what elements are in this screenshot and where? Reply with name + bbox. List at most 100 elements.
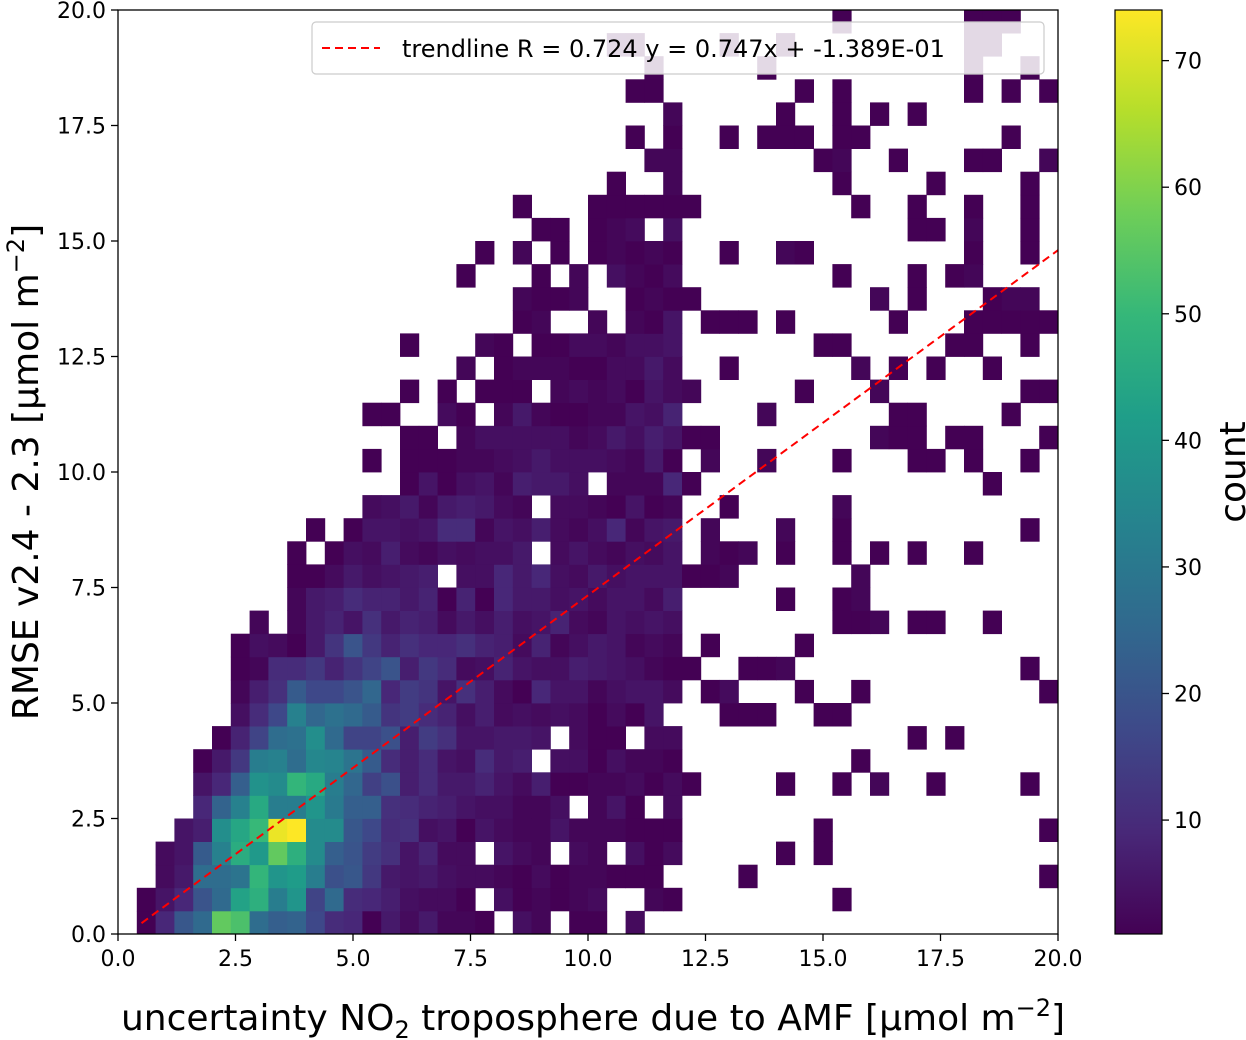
heatmap-cell <box>418 541 438 565</box>
heatmap-cell <box>606 610 626 635</box>
heatmap-cell <box>249 772 269 796</box>
heatmap-cell <box>644 333 664 357</box>
heatmap-cells <box>136 10 1059 935</box>
heatmap-cell <box>456 518 476 542</box>
heatmap-cell <box>794 241 814 265</box>
heatmap-cell <box>212 841 232 866</box>
heatmap-cell <box>418 495 438 519</box>
heatmap-cell <box>606 495 626 519</box>
heatmap-cell <box>494 425 514 450</box>
heatmap-cell <box>494 795 514 819</box>
legend: trendline R = 0.724 y = 0.747x + -1.389E… <box>311 21 1045 75</box>
heatmap-cell <box>494 587 514 611</box>
heatmap-cell <box>663 541 683 565</box>
heatmap-cell <box>738 310 758 334</box>
heatmap-cell <box>475 564 495 588</box>
heatmap-cell <box>193 818 213 842</box>
heatmap-cell <box>569 425 589 450</box>
heatmap-cell <box>644 194 664 219</box>
heatmap-cell <box>719 125 739 149</box>
heatmap-cell <box>813 703 833 727</box>
heatmap-cell <box>550 241 570 265</box>
heatmap-cell <box>418 633 438 658</box>
heatmap-cell <box>531 402 551 427</box>
heatmap-cell <box>475 749 495 773</box>
heatmap-cell <box>907 217 927 242</box>
heatmap-cell <box>776 656 796 681</box>
heatmap-cell <box>512 241 532 265</box>
heatmap-cell <box>588 818 608 842</box>
heatmap-cell <box>531 356 551 380</box>
heatmap-cell <box>569 264 589 288</box>
heatmap-cell <box>644 448 664 473</box>
heatmap-cell <box>437 818 457 842</box>
heatmap-cell <box>249 610 269 635</box>
heatmap-cell <box>400 518 420 542</box>
heatmap-cell <box>625 841 645 866</box>
heatmap-cell <box>625 564 645 588</box>
heatmap-cell <box>569 656 589 681</box>
heatmap-cell <box>663 194 683 219</box>
heatmap-cell <box>306 864 326 889</box>
heatmap-cell <box>550 864 570 889</box>
heatmap-cell <box>306 726 326 750</box>
heatmap-cell <box>569 610 589 635</box>
heatmap-cell <box>512 194 532 219</box>
heatmap-cell <box>738 541 758 565</box>
heatmap-cell <box>494 679 514 704</box>
heatmap-cell <box>625 749 645 773</box>
heatmap-cell <box>606 264 626 288</box>
heatmap-cell <box>193 864 213 889</box>
heatmap-cell <box>381 749 401 773</box>
heatmap-cell <box>494 379 514 404</box>
heatmap-cell <box>663 841 683 866</box>
heatmap-cell <box>362 887 382 912</box>
heatmap-cell <box>757 703 777 727</box>
heatmap-cell <box>531 818 551 842</box>
heatmap-cell <box>663 772 683 796</box>
heatmap-cell <box>381 633 401 658</box>
heatmap-cell <box>1001 287 1021 311</box>
heatmap-cell <box>945 425 965 450</box>
heatmap-cell <box>588 772 608 796</box>
heatmap-cell <box>813 333 833 357</box>
heatmap-cell <box>324 610 344 635</box>
heatmap-cell <box>400 610 420 635</box>
heatmap-cell <box>1020 287 1040 311</box>
heatmap-cell <box>287 541 307 565</box>
heatmap-cell <box>588 448 608 473</box>
heatmap-cell <box>381 772 401 796</box>
colorbar: 10 20 30 40 50 60 70 count <box>1114 9 1246 935</box>
heatmap-cell <box>249 726 269 750</box>
heatmap-cell <box>249 795 269 819</box>
heatmap-cell <box>306 703 326 727</box>
heatmap-cell <box>663 102 683 126</box>
heatmap-cell <box>362 518 382 542</box>
heatmap-cell <box>832 610 852 635</box>
heatmap-cell <box>964 310 984 334</box>
heatmap-cell <box>644 749 664 773</box>
heatmap-cell <box>324 679 344 704</box>
heatmap-cell <box>606 333 626 357</box>
heatmap-cell <box>606 818 626 842</box>
heatmap-cell <box>512 402 532 427</box>
heatmap-cell <box>719 564 739 588</box>
heatmap-cell <box>531 679 551 704</box>
heatmap-cell <box>625 379 645 404</box>
heatmap-cell <box>268 726 288 750</box>
heatmap-cell <box>663 171 683 196</box>
heatmap-cell <box>1039 818 1059 842</box>
heatmap-cell <box>606 633 626 658</box>
heatmap-cell <box>230 679 250 704</box>
heatmap-cell <box>494 402 514 427</box>
heatmap-cell <box>832 518 852 542</box>
heatmap-cell <box>494 703 514 727</box>
heatmap-cell <box>550 818 570 842</box>
heatmap-cell <box>663 287 683 311</box>
heatmap-cell <box>1020 656 1040 681</box>
heatmap-cell <box>494 841 514 866</box>
heatmap-cell <box>287 726 307 750</box>
heatmap-cell <box>249 679 269 704</box>
heatmap-cell <box>230 703 250 727</box>
heatmap-cell <box>606 656 626 681</box>
